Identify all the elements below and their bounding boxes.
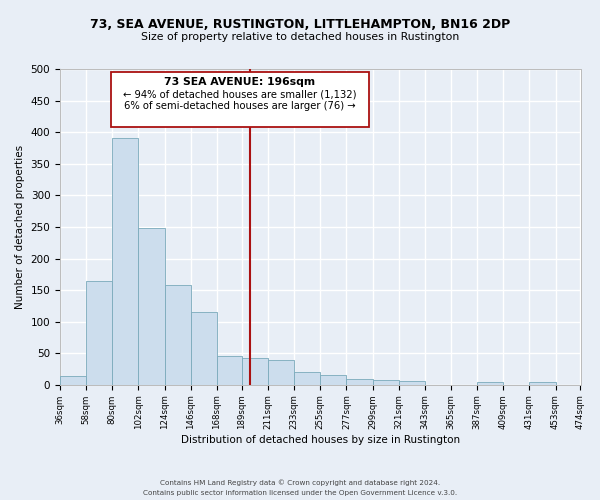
Bar	[164, 285, 191, 385]
Bar	[268, 360, 294, 385]
Text: 73, SEA AVENUE, RUSTINGTON, LITTLEHAMPTON, BN16 2DP: 73, SEA AVENUE, RUSTINGTON, LITTLEHAMPTO…	[90, 18, 510, 30]
Bar	[320, 374, 346, 385]
Y-axis label: Number of detached properties: Number of detached properties	[15, 145, 25, 309]
Bar	[373, 380, 398, 385]
Bar	[86, 280, 112, 385]
Bar	[477, 382, 503, 385]
Text: 73 SEA AVENUE: 196sqm: 73 SEA AVENUE: 196sqm	[164, 77, 316, 87]
FancyBboxPatch shape	[111, 72, 369, 127]
Text: Contains public sector information licensed under the Open Government Licence v.: Contains public sector information licen…	[143, 490, 457, 496]
X-axis label: Distribution of detached houses by size in Rustington: Distribution of detached houses by size …	[181, 435, 460, 445]
Bar	[60, 376, 86, 385]
Text: Contains HM Land Registry data © Crown copyright and database right 2024.: Contains HM Land Registry data © Crown c…	[160, 480, 440, 486]
Bar	[217, 356, 242, 385]
Bar	[242, 358, 268, 385]
Bar	[112, 138, 139, 385]
Bar	[529, 382, 556, 385]
Bar	[191, 312, 217, 385]
Bar	[398, 381, 425, 385]
Text: Size of property relative to detached houses in Rustington: Size of property relative to detached ho…	[141, 32, 459, 42]
Text: ← 94% of detached houses are smaller (1,132): ← 94% of detached houses are smaller (1,…	[124, 89, 357, 99]
Bar	[294, 372, 320, 385]
Text: 6% of semi-detached houses are larger (76) →: 6% of semi-detached houses are larger (7…	[124, 101, 356, 111]
Bar	[346, 378, 373, 385]
Bar	[139, 228, 164, 385]
